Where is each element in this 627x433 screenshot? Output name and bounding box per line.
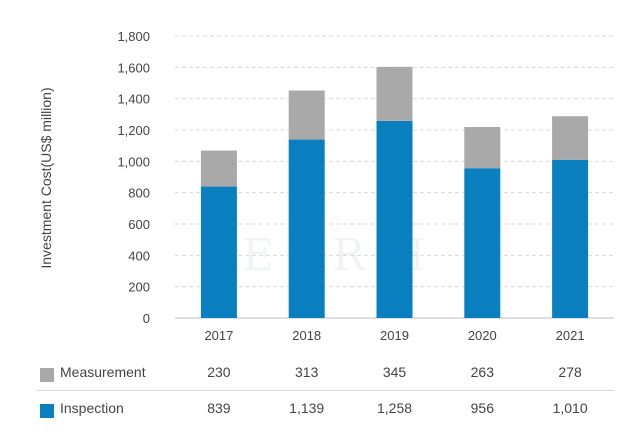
table-divider <box>36 390 614 391</box>
bar-measurement-2018 <box>288 90 325 140</box>
bar-inspection-2017 <box>200 186 237 318</box>
x-tick-label: 2019 <box>380 328 409 343</box>
bar-measurement-2017 <box>200 150 237 187</box>
bar-measurement-2019 <box>376 66 413 121</box>
y-tick-label: 1,000 <box>117 154 150 169</box>
y-tick-label: 1,800 <box>117 29 150 44</box>
bar-inspection-2019 <box>376 120 413 318</box>
bar-inspection-2020 <box>464 168 501 318</box>
y-tick-label: 1,200 <box>117 123 150 138</box>
legend-label-inspection: Inspection <box>60 400 124 416</box>
y-tick-label: 400 <box>128 248 150 263</box>
y-tick-label: 200 <box>128 280 150 295</box>
legend-label-measurement: Measurement <box>60 364 146 380</box>
table-cell: 1,010 <box>552 400 588 416</box>
table-cell: 956 <box>470 400 494 416</box>
legend-swatch-inspection <box>40 404 54 418</box>
x-tick-label: 2018 <box>292 328 321 343</box>
y-tick-label: 1,400 <box>117 92 150 107</box>
y-axis-label: Investment Cost(US$ million) <box>38 87 54 269</box>
table-cell: 230 <box>207 364 231 380</box>
y-tick-label: 800 <box>128 186 150 201</box>
y-tick-label: 1,600 <box>117 60 150 75</box>
x-tick-label: 2020 <box>468 328 497 343</box>
table-cell: 345 <box>382 364 407 380</box>
legend-swatch-measurement <box>40 368 54 382</box>
bar-measurement-2020 <box>464 127 501 169</box>
bar-inspection-2018 <box>288 139 325 318</box>
table-cell: 1,258 <box>376 400 413 416</box>
bar-measurement-2021 <box>552 116 589 160</box>
table-cell: 313 <box>295 364 319 380</box>
y-tick-label: 600 <box>128 217 150 232</box>
table-cell: 263 <box>470 364 494 380</box>
bar-inspection-2021 <box>552 159 589 318</box>
y-tick-label: 0 <box>143 311 150 326</box>
x-tick-label: 2021 <box>556 328 585 343</box>
table-cell: 1,139 <box>289 400 325 416</box>
x-tick-label: 2017 <box>204 328 233 343</box>
table-cell: 839 <box>207 400 231 416</box>
table-cell: 278 <box>558 364 582 380</box>
